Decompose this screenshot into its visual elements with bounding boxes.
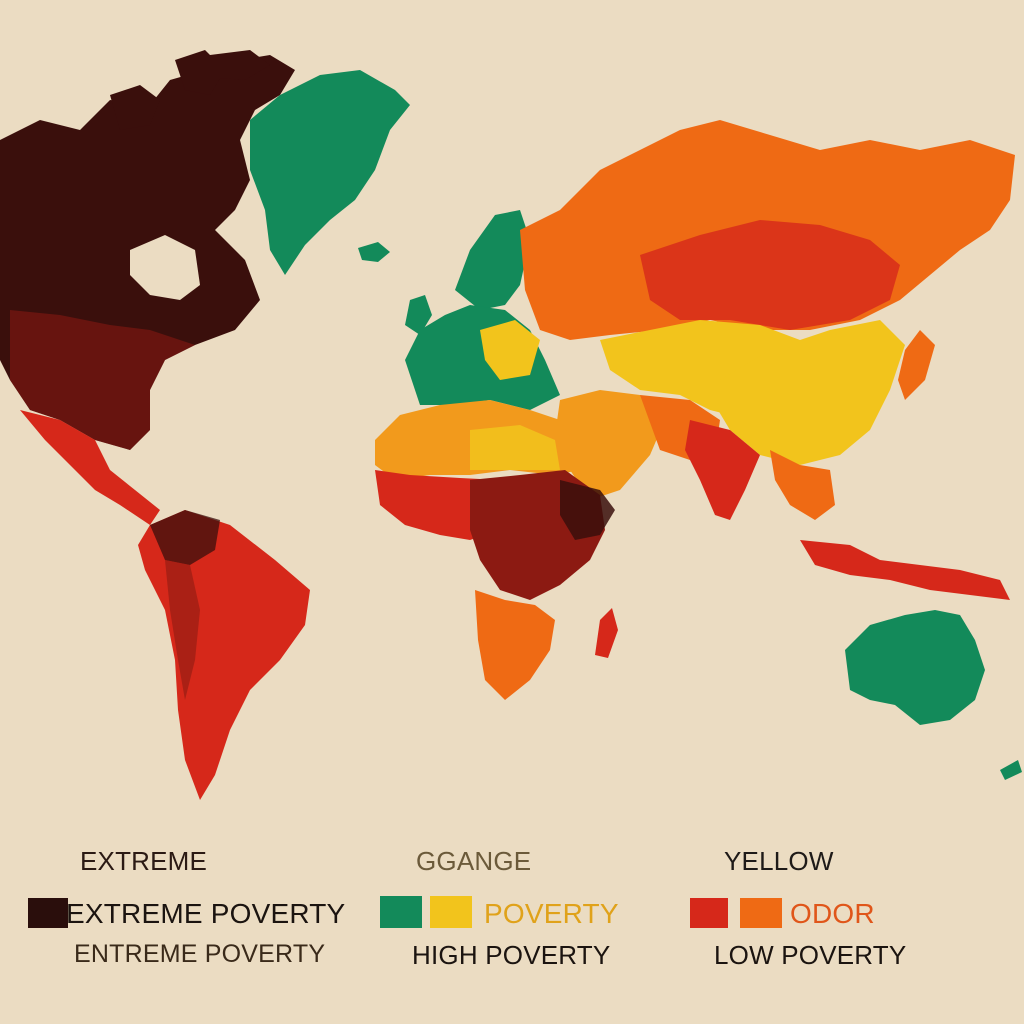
region-southern-africa bbox=[475, 590, 555, 700]
region-europe bbox=[405, 210, 560, 410]
region-north-america bbox=[0, 50, 295, 450]
legend-swatch-green bbox=[380, 896, 422, 928]
region-sahara bbox=[470, 425, 560, 470]
legend-subtitle-entreme-poverty: ENTREME POVERTY bbox=[74, 940, 326, 968]
hudson-bay bbox=[130, 235, 200, 300]
region-iceland bbox=[358, 242, 390, 262]
region-scandinavia bbox=[455, 210, 530, 310]
legend-swatch-yellow bbox=[430, 896, 472, 928]
region-new-zealand bbox=[1000, 760, 1022, 780]
region-siberia-core bbox=[640, 220, 900, 330]
legend-swatch-red bbox=[690, 898, 728, 928]
region-british-isles bbox=[405, 295, 432, 335]
legend-label-odor: ODOR bbox=[790, 898, 875, 929]
legend-header-extreme: EXTREME bbox=[80, 846, 208, 876]
legend-subtitle-low-poverty: LOW POVERTY bbox=[714, 940, 907, 970]
region-india bbox=[685, 420, 760, 520]
arctic-islands bbox=[110, 50, 270, 130]
legend-label-poverty: POVERTY bbox=[484, 898, 619, 929]
region-japan bbox=[898, 330, 935, 400]
region-madagascar bbox=[595, 608, 618, 658]
region-middle-east bbox=[555, 390, 665, 500]
region-asia bbox=[555, 320, 935, 520]
region-southeast-asia bbox=[770, 450, 835, 520]
legend-swatch-dark bbox=[28, 898, 68, 928]
region-mexico bbox=[20, 410, 160, 525]
region-usa bbox=[10, 310, 195, 450]
legend-subtitle-high-poverty: HIGH POVERTY bbox=[412, 940, 611, 970]
legend-header-orange: GGANGE bbox=[416, 846, 532, 876]
legend-label-extreme-poverty: EXTREME POVERTY bbox=[66, 898, 346, 929]
region-south-america-north bbox=[150, 510, 220, 565]
region-africa bbox=[375, 400, 618, 700]
region-indonesia bbox=[800, 540, 1010, 600]
region-central-europe bbox=[480, 320, 540, 380]
region-west-africa bbox=[375, 470, 500, 540]
legend-swatch-orange bbox=[740, 898, 782, 928]
region-horn-africa bbox=[560, 480, 615, 540]
region-south-america-west bbox=[165, 560, 200, 700]
region-australia bbox=[845, 610, 985, 725]
region-south-america bbox=[138, 510, 310, 800]
region-china bbox=[715, 320, 905, 465]
legend-header-yellow: YELLOW bbox=[724, 846, 834, 876]
world-map bbox=[0, 50, 1022, 800]
region-greenland bbox=[250, 70, 410, 275]
